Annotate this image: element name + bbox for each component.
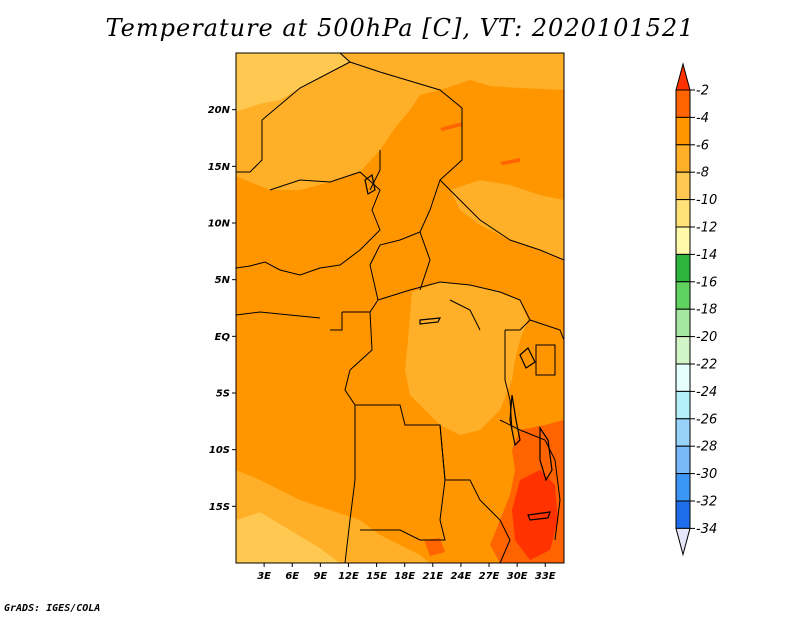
- colorbar-label: -28: [696, 440, 717, 455]
- region-sahara-cool: [236, 53, 350, 112]
- region-north-warm-streak-2: [500, 158, 520, 165]
- x-tick-label: 27E: [479, 571, 500, 582]
- country-borders: [235, 52, 565, 564]
- region-southwest-plateau: [236, 470, 430, 563]
- y-tick-label: 10S: [209, 445, 230, 456]
- region-south-warm-spot: [424, 538, 445, 556]
- colorbar-swatch: [675, 336, 691, 365]
- colorbar-swatch: [675, 473, 691, 502]
- colorbar-swatch: [675, 144, 691, 173]
- chart-title: Temperature at 500hPa [C], VT: 202010152…: [105, 14, 695, 42]
- colorbar: -2 -4 -6 -8 -10 -12 -14 -16 -18 -20 -22 -24 -26 -28 -3…: [675, 62, 717, 557]
- colorbar-label: -32: [696, 495, 717, 510]
- colorbar-label: -10: [696, 193, 717, 208]
- colorbar-label: -16: [696, 275, 717, 290]
- region-southwest-cool: [236, 512, 340, 563]
- colorbar-label: -26: [696, 412, 717, 427]
- x-axis: 3E 6E 9E 12E 15E 18E 21E 24E 27E 30E 33E: [257, 563, 556, 582]
- colorbar-label: -18: [696, 303, 717, 318]
- y-tick-label: EQ: [215, 332, 231, 343]
- x-tick-label: 24E: [451, 571, 472, 582]
- colorbar-label: -30: [696, 467, 717, 482]
- colorbar-label: -20: [696, 330, 717, 345]
- colorbar-swatch: [675, 281, 691, 310]
- y-axis: 20N 15N 10N 5N EQ 5S 10S 15S: [208, 105, 236, 513]
- colorbar-label: -4: [696, 111, 709, 126]
- region-north-plateau: [236, 53, 470, 190]
- x-tick-label: 3E: [257, 571, 271, 582]
- colorbar-label: -2: [696, 84, 709, 99]
- colorbar-swatch: [675, 253, 691, 283]
- x-tick-label: 15E: [366, 571, 387, 582]
- lakes: [364, 173, 553, 521]
- colorbar-swatch: [675, 308, 691, 338]
- colorbar-top-arrow: [675, 62, 691, 91]
- region-northeast-patch: [470, 53, 564, 90]
- colorbar-swatch: [675, 171, 691, 201]
- colorbar-swatch: [675, 199, 691, 228]
- colorbar-label: -8: [696, 166, 709, 181]
- colorbar-label: -12: [696, 221, 717, 236]
- y-tick-label: 20N: [208, 105, 231, 116]
- x-tick-label: 18E: [394, 571, 415, 582]
- y-tick-label: 15N: [208, 162, 231, 173]
- y-tick-label: 15S: [209, 502, 230, 513]
- plot-frame: [235, 52, 565, 564]
- x-tick-label: 33E: [535, 571, 556, 582]
- y-tick-label: 5N: [215, 275, 231, 286]
- colorbar-swatch: [675, 418, 691, 447]
- colorbar-swatch: [675, 363, 691, 392]
- x-tick-label: 12E: [338, 571, 359, 582]
- colorbar-swatch: [675, 445, 691, 475]
- colorbar-bottom-arrow: [675, 527, 691, 557]
- colorbar-swatch: [675, 226, 691, 255]
- colorbar-label: -14: [696, 248, 717, 263]
- x-tick-label: 30E: [507, 571, 528, 582]
- colorbar-swatch: [675, 89, 691, 118]
- colorbar-label: -24: [696, 385, 717, 400]
- x-tick-label: 9E: [313, 571, 327, 582]
- x-tick-label: 21E: [422, 571, 443, 582]
- colorbar-label: -22: [696, 358, 717, 373]
- x-tick-label: 6E: [285, 571, 299, 582]
- grads-credit: GrADS: IGES/COLA: [4, 603, 101, 614]
- colorbar-swatch: [675, 500, 691, 529]
- region-north-warm-streak-1: [440, 122, 462, 131]
- y-tick-label: 5S: [216, 389, 230, 400]
- colorbar-label: -6: [696, 138, 709, 153]
- colorbar-label: -34: [696, 522, 717, 537]
- region-southeast-hot: [512, 470, 558, 560]
- colorbar-swatch: [675, 390, 691, 420]
- region-east-patch: [450, 180, 564, 260]
- y-tick-label: 10N: [208, 219, 231, 230]
- region-central-patch: [405, 282, 528, 435]
- colorbar-swatch: [675, 116, 691, 146]
